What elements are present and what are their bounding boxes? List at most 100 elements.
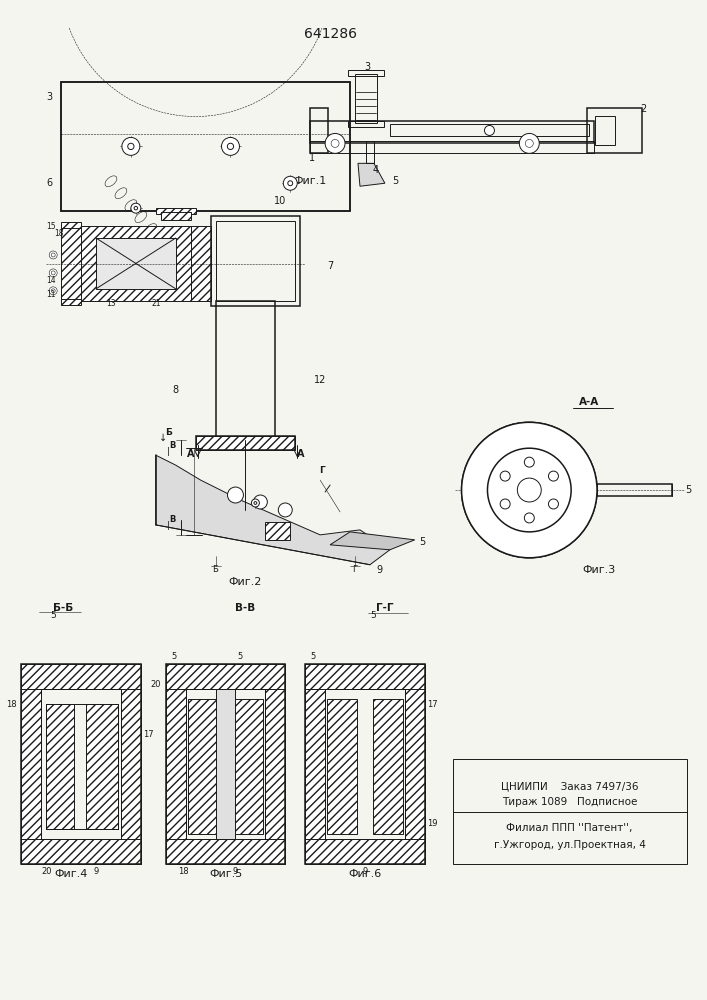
Bar — [160, 212, 191, 220]
Bar — [325, 689, 405, 839]
Bar — [373, 699, 403, 834]
Text: Г: Г — [320, 466, 325, 475]
Bar — [390, 124, 589, 136]
Text: 5: 5 — [50, 611, 56, 620]
Text: А-А: А-А — [579, 397, 600, 407]
Text: Б: Б — [213, 565, 218, 574]
Text: 9: 9 — [93, 867, 99, 876]
Circle shape — [131, 203, 141, 213]
Text: г.Ужгород, ул.Проектная, 4: г.Ужгород, ул.Проектная, 4 — [493, 840, 645, 850]
Text: ↓: ↓ — [158, 433, 167, 443]
Text: 15: 15 — [47, 222, 56, 231]
Bar — [366, 141, 374, 163]
Circle shape — [51, 253, 55, 257]
Text: 9: 9 — [377, 565, 383, 575]
Circle shape — [331, 139, 339, 147]
Circle shape — [518, 478, 542, 502]
Bar — [305, 664, 425, 864]
Bar — [156, 208, 196, 214]
Text: 13: 13 — [106, 299, 116, 308]
Circle shape — [549, 499, 559, 509]
Polygon shape — [330, 532, 415, 550]
Text: 17: 17 — [427, 700, 438, 709]
Text: Б-Б: Б-Б — [53, 603, 74, 613]
Text: 5: 5 — [686, 485, 692, 495]
Text: |: | — [168, 447, 170, 456]
Circle shape — [51, 271, 55, 275]
Circle shape — [279, 503, 292, 517]
Text: 2: 2 — [641, 104, 647, 114]
Circle shape — [500, 499, 510, 509]
Text: 10: 10 — [274, 196, 286, 206]
Bar — [355, 74, 377, 123]
Bar — [216, 689, 235, 839]
Circle shape — [525, 457, 534, 467]
Circle shape — [525, 513, 534, 523]
Bar — [41, 689, 121, 839]
Bar — [348, 70, 384, 76]
Text: В: В — [170, 441, 176, 450]
Text: |: | — [168, 521, 170, 530]
Circle shape — [254, 502, 257, 504]
Bar — [211, 216, 300, 306]
Text: 20: 20 — [151, 680, 161, 689]
Text: Фиг.2: Фиг.2 — [229, 577, 262, 587]
Text: Б: Б — [165, 428, 173, 437]
Text: Фиг.5: Фиг.5 — [209, 869, 242, 879]
Bar — [265, 522, 291, 540]
Polygon shape — [358, 163, 385, 186]
Bar — [265, 689, 285, 839]
Text: А: А — [296, 449, 304, 459]
Circle shape — [128, 143, 134, 150]
Circle shape — [288, 181, 293, 186]
Bar — [61, 222, 81, 228]
Text: 18: 18 — [6, 700, 17, 709]
Bar — [46, 704, 118, 829]
Text: 21: 21 — [151, 299, 160, 308]
Bar — [21, 664, 141, 689]
Text: В-В: В-В — [235, 603, 255, 613]
Circle shape — [520, 133, 539, 153]
Text: 12: 12 — [314, 375, 327, 385]
Circle shape — [51, 289, 55, 293]
Bar — [216, 301, 275, 440]
Circle shape — [253, 495, 267, 509]
Circle shape — [462, 422, 597, 558]
Bar — [191, 226, 211, 301]
Text: 3: 3 — [46, 92, 52, 102]
Bar — [327, 699, 357, 834]
Text: Г-Г: Г-Г — [376, 603, 394, 613]
Text: Фиг.4: Фиг.4 — [54, 869, 88, 879]
Bar — [21, 839, 141, 864]
Circle shape — [228, 487, 243, 503]
Bar — [310, 141, 594, 153]
Circle shape — [462, 422, 597, 558]
Bar — [595, 116, 615, 145]
Bar — [405, 689, 425, 839]
Text: 6: 6 — [46, 178, 52, 188]
Bar — [310, 108, 328, 153]
Text: 5: 5 — [310, 652, 316, 661]
Polygon shape — [156, 455, 390, 565]
Bar — [348, 121, 384, 127]
Text: 11: 11 — [47, 290, 56, 299]
Text: 5: 5 — [171, 652, 176, 661]
Text: 19: 19 — [428, 819, 438, 828]
Bar — [21, 664, 141, 864]
Bar — [305, 664, 425, 689]
Text: 5: 5 — [392, 176, 398, 186]
Text: 3: 3 — [364, 62, 370, 72]
Text: Фиг.6: Фиг.6 — [349, 869, 382, 879]
Bar — [196, 436, 296, 450]
Text: 5: 5 — [238, 652, 243, 661]
Circle shape — [228, 143, 233, 150]
Circle shape — [252, 499, 259, 507]
Circle shape — [500, 471, 510, 481]
Text: 5: 5 — [370, 611, 376, 620]
Text: В: В — [170, 515, 176, 524]
Bar — [81, 226, 191, 301]
Circle shape — [525, 139, 533, 147]
Bar — [165, 664, 285, 689]
Text: ЦНИИПИ    Заказ 7497/36: ЦНИИПИ Заказ 7497/36 — [501, 781, 638, 791]
Text: 18: 18 — [178, 867, 189, 876]
